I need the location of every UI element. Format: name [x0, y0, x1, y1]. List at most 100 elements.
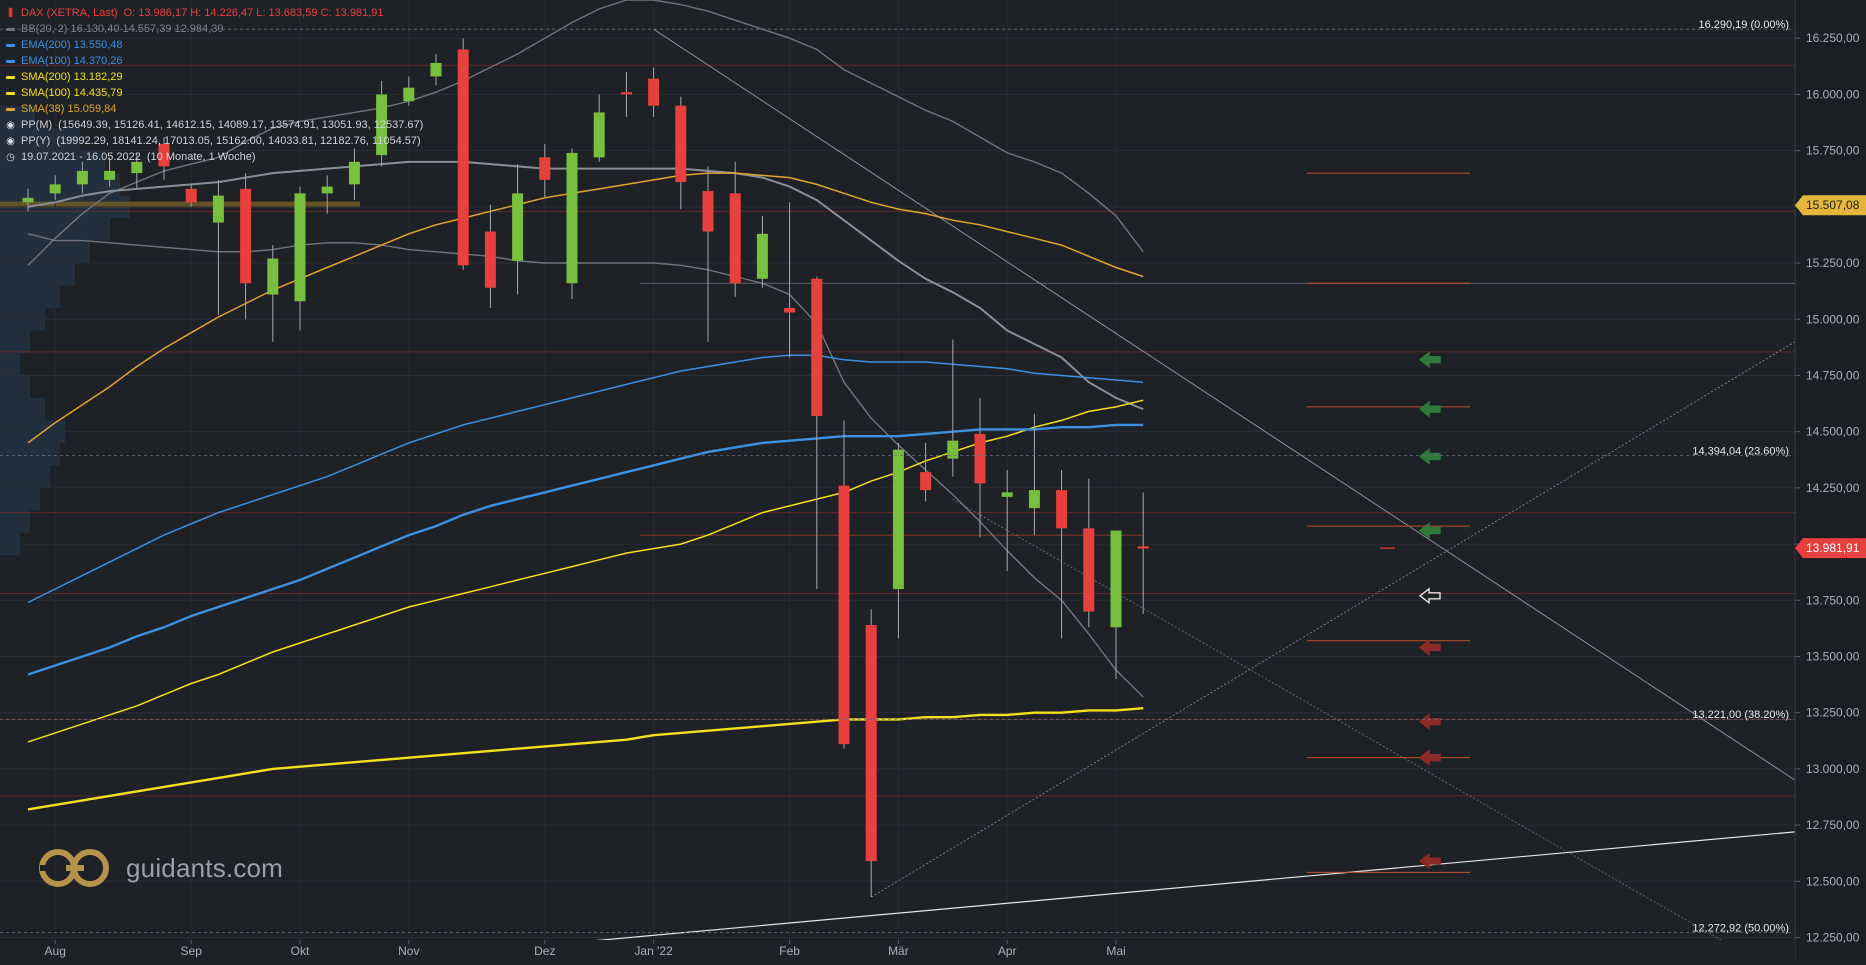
indicator-lines: [27, 0, 1144, 811]
candle-body: [811, 278, 823, 416]
volume-poc-bar: [0, 201, 360, 208]
candle-body: [1083, 528, 1095, 612]
price-axis-background: [1795, 0, 1866, 960]
candle-body: [593, 112, 605, 158]
candle-body: [321, 186, 333, 194]
projection-levels: [1307, 172, 1470, 873]
price-tick-label: 12.250,00: [1806, 931, 1860, 945]
candle-body: [1028, 490, 1040, 509]
arrow-icon: [1418, 749, 1441, 767]
candle-body: [920, 472, 932, 491]
candle-body: [648, 78, 660, 106]
projection-arrows: [1418, 351, 1441, 870]
arrow-icon: [1418, 522, 1441, 540]
candle-body: [838, 485, 850, 745]
legend-ema200-row[interactable]: EMA(200) 13.550,48: [6, 37, 423, 53]
sma38-line: [27, 172, 1144, 444]
price-axis[interactable]: 12.250,00 12.500,00 12.750,00 13.000,00 13.2…: [1380, 0, 1866, 960]
legend-sma200-row[interactable]: SMA(200) 13.182,29: [6, 69, 423, 85]
marker-price-badge: [1795, 195, 1866, 216]
ema100-swatch: [6, 59, 15, 63]
volume-profile-bar: [0, 487, 40, 511]
legend-period-row[interactable]: ◷ 19.07.2021 - 16.05.2022 (10 Monate, 1 …: [6, 149, 423, 165]
volume-profile-bar: [0, 285, 60, 309]
price-tick-label: 14.250,00: [1806, 481, 1860, 495]
volume-profile-bar: [0, 150, 105, 174]
bb-middle-line: [27, 160, 1144, 411]
ema200-line: [27, 423, 1144, 676]
price-tick-label: 16.000,00: [1806, 87, 1860, 101]
target-icon: ◉: [6, 135, 15, 147]
candle-body: [267, 258, 279, 295]
arrow-icon: [1418, 447, 1441, 465]
ema200-swatch: [6, 43, 15, 47]
time-tick-label: Feb: [779, 944, 800, 958]
fib-level-label: 12.272,92 (50.00%): [1692, 922, 1789, 934]
candle-body: [620, 92, 632, 95]
candle-body: [675, 105, 687, 183]
long-term-support-line: [381, 831, 1796, 961]
ppy-label: PP(Y): [21, 135, 51, 147]
arrow-icon: [1418, 713, 1441, 731]
bb-label: BB(20, 2) 16.130,40 14.557,39 12.984,39: [21, 23, 224, 35]
price-tick-label: 14.500,00: [1806, 425, 1860, 439]
volume-profile-bar: [0, 442, 60, 466]
candle-body: [76, 170, 88, 185]
legend-ppy-row[interactable]: ◉ PP(Y) (19992.29, 18141.24, 17013.05, 1…: [6, 133, 423, 149]
candle-body: [185, 188, 197, 203]
legend-ema100-row[interactable]: EMA(100) 14.370,26: [6, 53, 423, 69]
time-axis-background: [0, 940, 1795, 960]
legend-sma38-row[interactable]: SMA(38) 15.059,84: [6, 101, 423, 117]
fib-level-label: 14.394,04 (23.60%): [1692, 445, 1789, 457]
instrument-name: DAX (XETRA, Last): [21, 7, 118, 19]
legend-sma100-row[interactable]: SMA(100) 14.435,79: [6, 85, 423, 101]
candle-body: [729, 193, 741, 284]
guidants-logo-icon: [39, 849, 109, 887]
price-tick-label: 13.250,00: [1806, 706, 1860, 720]
bb-upper-line: [27, 0, 1144, 266]
ppm-values: (15649.39, 15126.41, 14612.15, 14089.17,…: [58, 119, 424, 131]
candle-body: [974, 433, 986, 484]
legend-title-row[interactable]: ⫼ DAX (XETRA, Last) O: 13.986,17 H: 14.2…: [6, 5, 423, 21]
candle-body: [348, 161, 360, 185]
time-axis[interactable]: Aug Sep Okt Nov Dez Jan '22 Feb Mär Apr Mai: [0, 940, 1795, 960]
bb-swatch: [6, 27, 15, 31]
arrow-icon: [1418, 639, 1441, 656]
candle-body: [158, 143, 170, 167]
candle-body: [566, 152, 578, 284]
volume-profile-bar: [0, 330, 30, 353]
guidants-logo[interactable]: guidants.com: [38, 846, 283, 890]
candle-body: [484, 231, 496, 288]
fib-level-label: 16.290,19 (0.00%): [1698, 19, 1789, 31]
candle-body: [512, 193, 524, 261]
arrow-icon: [1418, 587, 1441, 605]
volume-profile-bar: [0, 465, 50, 488]
price-tick-label: 13.000,00: [1806, 762, 1860, 776]
candle-body: [430, 62, 442, 77]
volume-profile-bar: [0, 375, 30, 398]
time-tick-label: Jan '22: [634, 944, 673, 958]
fibonacci-levels: 16.290,19 (0.00%) 14.394,04 (23.60%) 13.22…: [0, 19, 1795, 934]
period-range: 19.07.2021 - 16.05.2022: [21, 151, 141, 163]
sma200-line: [27, 707, 1144, 811]
legend-bb-row[interactable]: BB(20, 2) 16.130,40 14.557,39 12.984,39: [6, 21, 423, 37]
volume-profile-bar: [0, 352, 20, 376]
arrow-icon: [1418, 852, 1441, 870]
target-icon: ◉: [6, 119, 15, 131]
ppy-values: (19992.29, 18141.24, 17013.05, 15162.00,…: [56, 135, 421, 147]
candle-body: [1056, 490, 1068, 529]
sma200-label: SMA(200) 13.182,29: [21, 71, 123, 83]
time-tick-label: Aug: [45, 944, 66, 958]
candle-body: [1137, 546, 1149, 549]
price-tick-label: 12.500,00: [1806, 874, 1860, 888]
volume-profile-bar: [0, 510, 30, 533]
price-tick-label: 13.750,00: [1806, 593, 1860, 607]
legend-ppm-row[interactable]: ◉ PP(M) (15649.39, 15126.41, 14612.15, 1…: [6, 117, 423, 133]
volume-profile-bar: [0, 397, 45, 421]
chart-type-icon[interactable]: ⫼: [8, 7, 13, 19]
volume-profile-bar: [0, 263, 75, 286]
current-price-label: 13.981,91: [1806, 541, 1860, 555]
arrow-icon: [1418, 351, 1441, 369]
